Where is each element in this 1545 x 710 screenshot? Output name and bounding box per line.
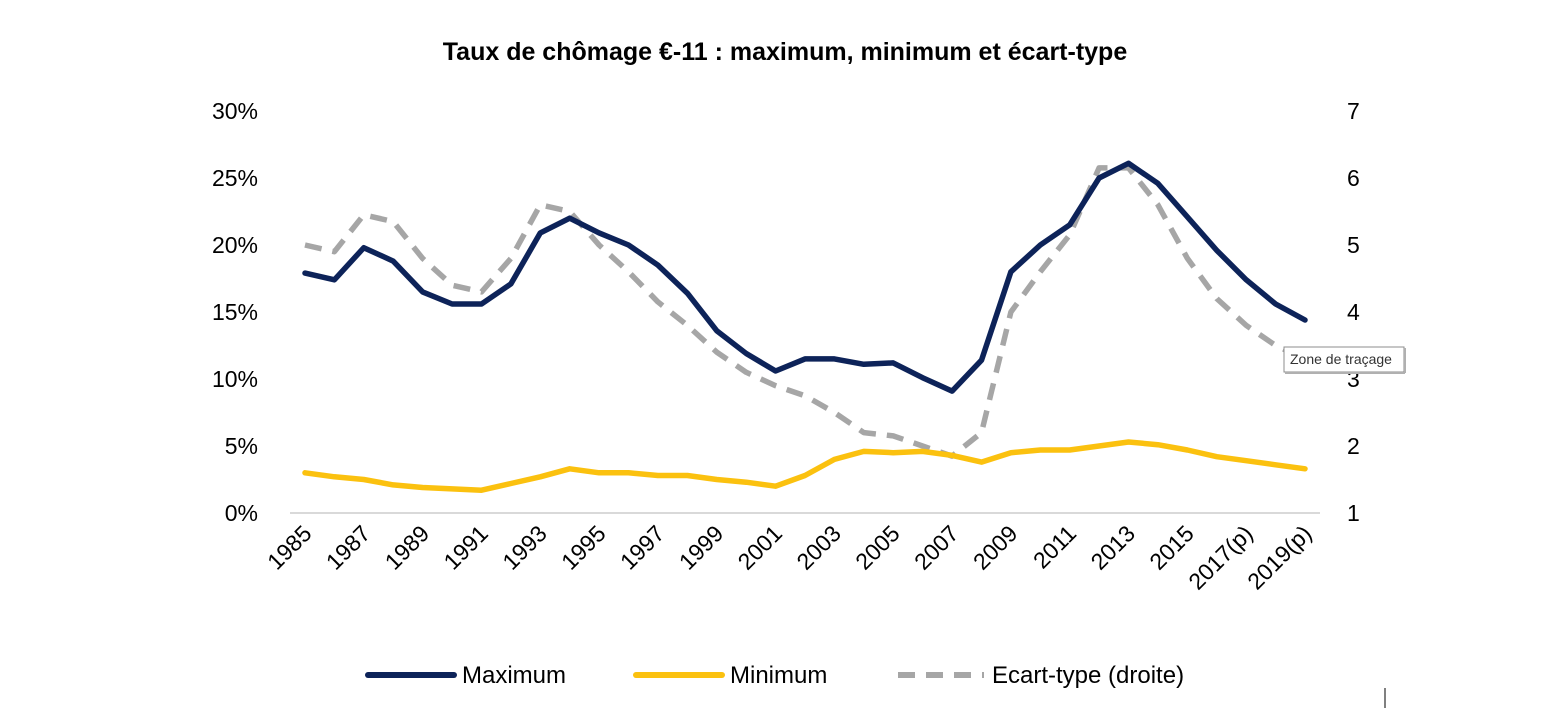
- chart-title: Taux de chômage €-11 : maximum, minimum …: [443, 38, 1128, 66]
- tooltip-text: Zone de traçage: [1290, 351, 1392, 367]
- legend-label: Ecart-type (droite): [992, 662, 1184, 689]
- x-tick-label: 2015: [1144, 520, 1199, 575]
- y-left-tick-label: 25%: [212, 165, 258, 191]
- x-tick-label: 1995: [556, 520, 611, 575]
- series-line-minimum[interactable]: [302, 439, 1308, 493]
- y-left-tick-label: 0%: [225, 500, 258, 526]
- y-right-tick-label: 7: [1347, 98, 1360, 124]
- x-tick-label: 2013: [1085, 520, 1140, 575]
- x-tick-label: 1989: [380, 520, 435, 575]
- legend-label: Minimum: [730, 662, 827, 689]
- plot-area[interactable]: [302, 160, 1308, 493]
- legend: Maximum Minimum Ecart-type (droite): [365, 662, 1184, 689]
- y-right-tick-label: 4: [1347, 299, 1360, 325]
- y-right-tick-label: 6: [1347, 165, 1360, 191]
- y-right-tick-label: 5: [1347, 232, 1360, 258]
- x-tick-label: 2007: [909, 520, 964, 575]
- x-axis: 1985 1987 1989 1991 1993 1995 1997 1999 2001 2003…: [262, 520, 1317, 594]
- left-axis: 0% 5% 10% 15% 20% 25% 30%: [212, 98, 258, 526]
- x-tick-label: 1999: [674, 520, 729, 575]
- y-right-tick-label: 1: [1347, 500, 1360, 526]
- x-tick-label: 2003: [791, 520, 846, 575]
- x-tick-label: 2005: [850, 520, 905, 575]
- x-tick-label: 1991: [438, 520, 493, 575]
- y-right-tick-label: 2: [1347, 433, 1360, 459]
- x-tick-label: 2019(p): [1242, 520, 1316, 594]
- x-tick-label: 2009: [968, 520, 1023, 575]
- x-tick-label: 1985: [262, 520, 317, 575]
- series-line-maximum[interactable]: [302, 160, 1308, 394]
- x-tick-label: 2017(p): [1183, 520, 1257, 594]
- x-tick-label: 1993: [497, 520, 552, 575]
- y-left-tick-label: 5%: [225, 433, 258, 459]
- y-left-tick-label: 20%: [212, 232, 258, 258]
- y-left-tick-label: 10%: [212, 366, 258, 392]
- x-tick-label: 2011: [1028, 520, 1081, 573]
- x-tick-label: 2001: [733, 520, 788, 575]
- y-left-tick-label: 15%: [212, 299, 258, 325]
- x-tick-label: 1987: [321, 520, 376, 575]
- plot-area-tooltip: Zone de traçage: [1283, 346, 1406, 374]
- legend-label: Maximum: [462, 662, 566, 689]
- series-line-ecart-type-droite[interactable]: [304, 165, 1307, 459]
- x-tick-label: 1997: [615, 520, 670, 575]
- y-left-tick-label: 30%: [212, 98, 258, 124]
